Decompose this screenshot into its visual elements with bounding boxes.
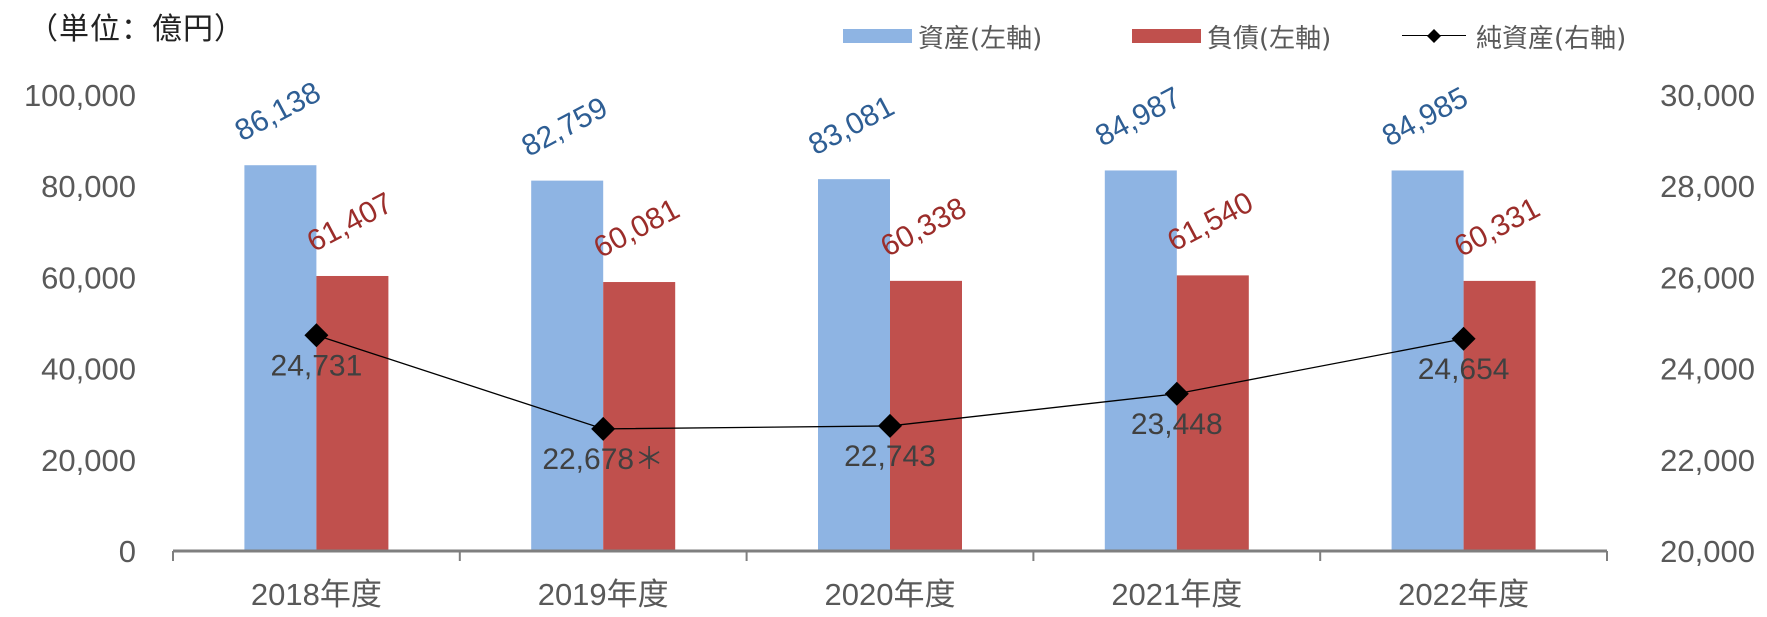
legend-swatch-liabilities [1132,29,1201,43]
x-axis-category-label: 2018年度 [251,577,382,612]
bar-liabilities [316,275,389,551]
data-label-net-assets: 22,678＊ [542,443,664,476]
bar-liabilities [890,280,962,551]
legend-line-marker-icon [1402,29,1466,43]
data-label-assets: 83,081 [803,90,900,162]
data-label-net-assets: 23,448 [1131,408,1223,441]
left-axis-tick-label: 100,000 [24,78,136,113]
legend: 資産(左軸) 負債(左軸) 純資産(右軸) [0,16,1767,56]
left-axis-tick-label: 80,000 [41,169,136,204]
net-assets-marker [878,413,902,438]
legend-item-assets: 資産(左軸) [843,16,1042,56]
legend-label-net-assets: 純資産(右軸) [1476,23,1627,54]
data-label-net-assets: 24,731 [271,349,363,382]
bar-assets [1104,170,1177,551]
left-axis-tick-label: 40,000 [41,352,136,387]
net-assets-marker [591,416,616,441]
right-axis-tick-label: 30,000 [1660,78,1755,113]
legend-item-net-assets: 純資産(右軸) [1402,16,1626,56]
diamond-marker-icon [1427,29,1441,43]
net-assets-marker [1164,381,1189,406]
bar-assets [244,165,317,551]
left-axis-tick-label: 20,000 [41,443,136,478]
net-assets-marker [304,323,329,348]
x-axis-category-label: 2022年度 [1398,577,1529,612]
data-label-assets: 84,987 [1090,81,1187,153]
bar-assets [1391,170,1464,552]
legend-label-assets: 資産(左軸) [918,23,1043,54]
data-label-net-assets: 24,654 [1418,353,1510,386]
left-axis-tick-label: 60,000 [41,260,136,295]
right-axis-tick-label: 26,000 [1660,260,1755,295]
legend-label-liabilities: 負債(左軸) [1207,23,1332,54]
bar-assets [818,179,890,551]
legend-swatch-assets [843,29,912,43]
legend-item-liabilities: 負債(左軸) [1132,16,1331,56]
right-axis-tick-label: 22,000 [1660,443,1755,478]
left-axis-tick-label: 0 [119,534,136,569]
data-label-assets: 84,985 [1377,81,1474,153]
net-assets-marker [1451,326,1476,351]
bar-liabilities [1463,280,1536,551]
unit-label: （単位：億円） [28,12,245,47]
bar-liabilities [603,282,676,551]
x-axis-category-label: 2020年度 [825,577,956,612]
data-label-assets: 82,759 [516,91,613,163]
right-axis-tick-label: 24,000 [1660,352,1755,387]
bar-assets [531,180,604,551]
right-axis-tick-label: 28,000 [1660,169,1755,204]
data-label-assets: 86,138 [230,76,327,148]
bar-liabilities [1176,275,1249,551]
data-label-net-assets: 22,743 [844,440,936,473]
right-axis-tick-label: 20,000 [1660,534,1755,569]
x-axis-category-label: 2021年度 [1111,577,1242,612]
x-axis-category-label: 2019年度 [538,577,669,612]
